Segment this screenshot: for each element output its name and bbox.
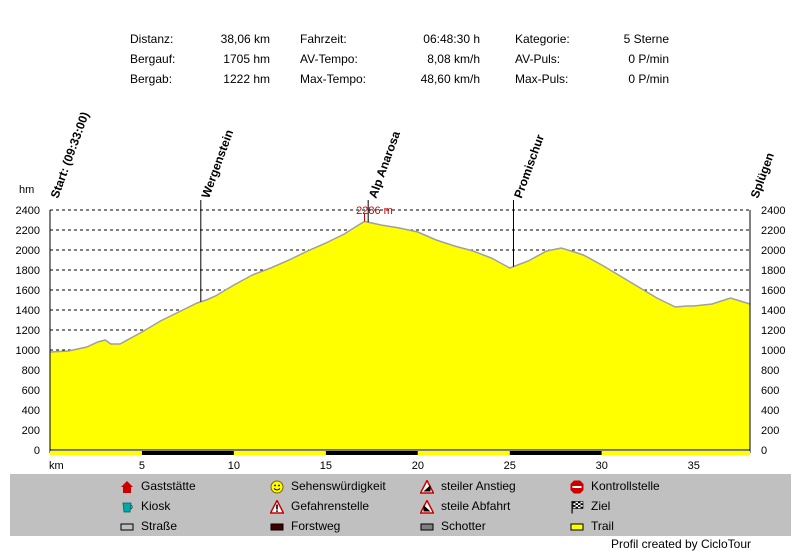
road-swatch: [120, 523, 134, 531]
steep-down-icon: [420, 500, 434, 514]
stat-ascent-value: 1705 hm: [223, 52, 270, 66]
stat-avgspeed-label: AV-Tempo:: [300, 52, 358, 66]
y-tick-label-right: 200: [761, 425, 779, 437]
y-tick-label-right: 2000: [761, 245, 785, 257]
y-tick-label-left: 1600: [16, 285, 40, 297]
y-tick-label-left: 0: [34, 445, 40, 457]
y-tick-label-left: 400: [22, 405, 40, 417]
surface-bar: [50, 451, 750, 455]
y-tick-label-left: 600: [22, 385, 40, 397]
stat-category-value: 5 Sterne: [623, 32, 669, 46]
legend-label: steile Abfahrt: [441, 499, 511, 513]
stat-distance-value: 38,06 km: [220, 32, 270, 46]
stat-avgpulse-label: AV-Puls:: [515, 52, 561, 66]
surface-segment: [325, 451, 418, 455]
elevation-area: [50, 221, 750, 450]
y-tick-label-left: 2200: [16, 225, 40, 237]
legend-label: Gefahrenstelle: [291, 499, 370, 513]
y-tick-label-left: 1000: [16, 345, 40, 357]
finish-flag-icon: [571, 501, 584, 514]
legend-label: Kontrollstelle: [591, 479, 660, 493]
y-tick-label-left: 2000: [16, 245, 40, 257]
stat-descent-label: Bergab:: [130, 72, 173, 86]
stat-descent-value: 1222 hm: [223, 72, 270, 86]
stat-avgpulse-value: 0 P/min: [628, 52, 669, 66]
danger-icon: [270, 500, 284, 514]
y-tick-label-right: 800: [761, 365, 779, 377]
y-tick-label-right: 600: [761, 385, 779, 397]
stat-avgspeed-value: 8,08 km/h: [427, 52, 480, 66]
y-tick-label-right: 1800: [761, 265, 785, 277]
stat-maxspeed-label: Max-Tempo:: [300, 72, 367, 86]
gravel-swatch: [420, 523, 434, 531]
legend-label: steiler Anstieg: [441, 479, 516, 493]
y-tick-label-right: 0: [761, 445, 767, 457]
tick-labels: 0 0 200 200 400 400 600 600 800 800 1000 1000 1200 12…: [16, 205, 786, 472]
x-axis-label: km: [49, 460, 64, 472]
stat-ridetime-label: Fahrzeit:: [300, 32, 347, 46]
peak-elevation-label: 2286 m: [356, 205, 393, 217]
y-tick-label-left: 200: [22, 425, 40, 437]
y-tick-label-right: 2400: [761, 205, 785, 217]
y-tick-label-left: 800: [22, 365, 40, 377]
waypoint-label: Wergenstein: [198, 128, 236, 200]
waypoint-label: Splügen: [748, 151, 777, 200]
elevation-profile-chart: 0 0 200 200 400 400 600 600 800 800 1000 1000 1200 12…: [16, 110, 786, 472]
smiley-icon: [270, 480, 284, 494]
surface-segment: [417, 451, 510, 455]
surface-segment: [141, 451, 234, 455]
x-tick-label: 15: [320, 460, 332, 472]
y-tick-label-right: 1200: [761, 325, 785, 337]
y-tick-label-right: 1600: [761, 285, 785, 297]
x-tick-label: 35: [688, 460, 700, 472]
y-tick-label-right: 2200: [761, 225, 785, 237]
stat-maxpulse-value: 0 P/min: [628, 72, 669, 86]
surface-segment: [509, 451, 602, 455]
stat-ridetime-value: 06:48:30 h: [423, 32, 480, 46]
credit-text: Profil created by CicloTour: [610, 537, 751, 551]
elevation-line: [49, 220, 751, 353]
y-tick-label-right: 1000: [761, 345, 785, 357]
y-tick-label-left: 1400: [16, 305, 40, 317]
stop-icon: [570, 480, 584, 494]
y-tick-label-left: 1200: [16, 325, 40, 337]
house-icon: [121, 481, 133, 493]
legend-label: Gaststätte: [141, 479, 196, 493]
x-tick-label: 20: [412, 460, 424, 472]
legend-label: Schotter: [441, 519, 486, 533]
cup-icon: [122, 502, 133, 513]
stat-maxspeed-value: 48,60 km/h: [420, 72, 480, 86]
waypoint-label: Promischur: [511, 132, 547, 200]
y-tick-label-right: 400: [761, 405, 779, 417]
legend-label: Trail: [591, 519, 614, 533]
legend-label: Kiosk: [141, 499, 171, 513]
y-tick-label-left: 2400: [16, 205, 40, 217]
stat-distance-label: Distanz:: [130, 32, 174, 46]
y-tick-label-right: 1400: [761, 305, 785, 317]
waypoint-label: Start: (09:33:00): [48, 110, 92, 200]
stat-category-label: Kategorie:: [515, 32, 570, 46]
waypoint-label: Alp Anarosa: [366, 129, 403, 200]
surface-segment: [50, 451, 142, 455]
legend-label: Ziel: [591, 499, 611, 513]
legend-label: Forstweg: [291, 519, 341, 533]
stat-maxpulse-label: Max-Puls:: [515, 72, 569, 86]
y-tick-label-left: 1800: [16, 265, 40, 277]
legend-label: Straße: [141, 519, 178, 533]
x-tick-label: 30: [596, 460, 608, 472]
x-tick-label: 10: [228, 460, 240, 472]
legend-label: Sehenswürdigkeit: [291, 479, 386, 493]
axes: [49, 210, 751, 453]
legend-panel: Gaststätte Sehenswürdigkeit steiler Anst…: [10, 474, 791, 536]
x-tick-label: 5: [139, 460, 145, 472]
x-tick-label: 25: [504, 460, 516, 472]
stat-ascent-label: Bergauf:: [130, 52, 176, 66]
y-axis-label: hm: [19, 184, 34, 196]
surface-segment: [601, 451, 750, 455]
steep-up-icon: [420, 480, 434, 494]
trail-swatch: [570, 523, 584, 531]
surface-segment: [233, 451, 326, 455]
forest-road-swatch: [270, 523, 284, 531]
